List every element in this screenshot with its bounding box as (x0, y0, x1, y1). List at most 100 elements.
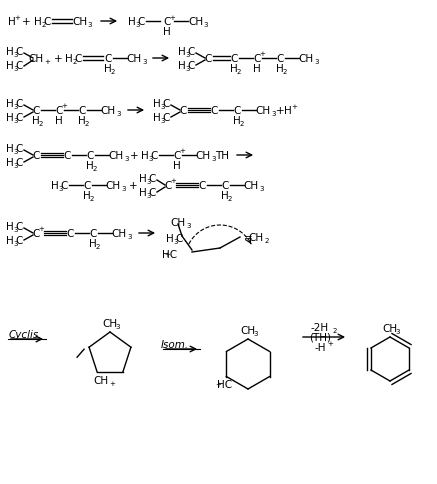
Text: H: H (8, 17, 16, 27)
Text: 3: 3 (260, 186, 264, 192)
Text: +: + (38, 226, 44, 231)
Text: C: C (205, 54, 212, 64)
Text: 3: 3 (59, 186, 63, 192)
Text: C: C (148, 188, 156, 197)
Text: C: C (15, 158, 23, 167)
Text: 3: 3 (147, 179, 151, 184)
Text: C: C (15, 236, 23, 245)
Text: Isom.: Isom. (161, 339, 189, 349)
Text: C: C (179, 106, 187, 116)
Text: +: + (170, 178, 176, 183)
Text: H: H (141, 151, 149, 161)
Text: C: C (276, 54, 284, 64)
Text: C: C (89, 228, 97, 239)
Text: CH: CH (94, 375, 109, 385)
Text: H: H (163, 27, 171, 37)
Text: CH: CH (73, 17, 87, 27)
Text: 3: 3 (254, 330, 258, 336)
Text: C: C (83, 181, 91, 191)
Text: H: H (78, 116, 86, 126)
Text: H: H (6, 99, 14, 109)
Text: C: C (162, 113, 170, 123)
Text: H: H (34, 17, 42, 27)
Text: CH: CH (126, 54, 142, 64)
Text: C: C (60, 181, 68, 191)
Text: C: C (253, 54, 261, 64)
Text: C: C (32, 228, 40, 239)
Text: 3: 3 (161, 104, 165, 110)
Text: 3: 3 (186, 52, 190, 58)
Text: 3: 3 (161, 118, 165, 124)
Text: C: C (15, 113, 23, 123)
Text: H: H (6, 158, 14, 167)
Text: H: H (6, 236, 14, 245)
Text: 3: 3 (14, 163, 18, 168)
Text: 3: 3 (212, 156, 216, 162)
Text: H: H (276, 64, 284, 74)
Text: C: C (173, 151, 180, 161)
Text: H: H (6, 61, 14, 71)
Text: +: + (61, 103, 67, 109)
Text: 2: 2 (73, 59, 77, 65)
Text: H: H (153, 113, 161, 123)
Text: CH: CH (111, 228, 127, 239)
Text: C: C (148, 174, 156, 183)
Text: H: H (6, 144, 14, 154)
Text: H: H (51, 181, 59, 191)
Text: 3: 3 (187, 223, 191, 228)
Text: Cyclis.: Cyclis. (8, 329, 42, 339)
Text: C: C (163, 17, 171, 27)
Text: H: H (221, 191, 229, 200)
Text: 3: 3 (143, 59, 147, 65)
Text: 3: 3 (174, 239, 178, 244)
Text: 3: 3 (136, 22, 140, 28)
Text: C: C (150, 151, 158, 161)
Text: 3: 3 (272, 111, 276, 117)
Text: HC: HC (163, 249, 177, 259)
Text: 2: 2 (96, 243, 100, 249)
Text: 3: 3 (14, 104, 18, 110)
Text: C: C (87, 151, 94, 161)
Text: +: + (44, 59, 50, 65)
Text: CH: CH (249, 232, 264, 242)
Text: H: H (139, 174, 147, 183)
Text: 2: 2 (39, 121, 43, 127)
Text: +: + (164, 252, 170, 257)
Text: +: + (327, 340, 333, 346)
Text: H: H (89, 239, 97, 248)
Text: +: + (109, 380, 115, 386)
Text: C: C (43, 17, 51, 27)
Text: CH: CH (382, 323, 398, 333)
Text: CH: CH (243, 181, 259, 191)
Text: H: H (6, 47, 14, 57)
Text: 3: 3 (14, 118, 18, 124)
Text: H: H (55, 116, 63, 126)
Text: 2: 2 (283, 69, 287, 75)
Text: 2: 2 (237, 69, 241, 75)
Text: 2: 2 (42, 22, 46, 28)
Text: +: + (276, 106, 284, 116)
Text: H: H (178, 47, 186, 57)
Text: C: C (198, 181, 206, 191)
Text: C: C (32, 151, 40, 161)
Text: CH: CH (105, 181, 121, 191)
Text: CH: CH (108, 151, 124, 161)
Text: C: C (15, 144, 23, 154)
Text: 2: 2 (240, 121, 244, 127)
Text: -2H: -2H (311, 322, 329, 333)
Text: C: C (233, 106, 241, 116)
Text: 2: 2 (90, 196, 94, 201)
Text: +: + (130, 151, 139, 161)
Text: 3: 3 (315, 59, 319, 65)
Text: H: H (284, 106, 292, 116)
Text: +: + (54, 54, 62, 64)
Text: (TH): (TH) (309, 333, 331, 342)
Text: 3: 3 (122, 186, 126, 192)
Text: CH: CH (101, 106, 115, 116)
Text: C: C (175, 233, 183, 243)
Text: C: C (221, 181, 229, 191)
Text: CH: CH (102, 318, 118, 328)
Text: H: H (83, 191, 91, 200)
Text: 3: 3 (14, 52, 18, 58)
Text: 3: 3 (88, 22, 92, 28)
